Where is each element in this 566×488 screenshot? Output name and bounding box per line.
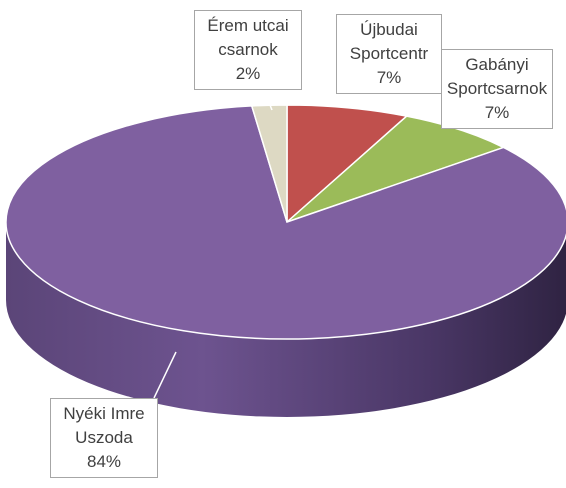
leader-line: [153, 351, 177, 399]
data-label: Gabányi Sportcsarnok 7%: [441, 49, 553, 129]
data-label: Nyéki Imre Uszoda 84%: [50, 398, 158, 478]
pie-slice: [286, 115, 506, 223]
leader-line: [267, 99, 273, 111]
label-value: 84%: [86, 452, 122, 471]
label-value: 7%: [484, 103, 510, 122]
label-name: Újbudai Sportcentr: [349, 20, 429, 63]
pie-slice: [286, 104, 409, 224]
label-name: Nyéki Imre Uszoda: [63, 404, 145, 447]
label-value: 7%: [376, 68, 402, 87]
label-name: Érem utcai csarnok: [207, 16, 289, 59]
data-label: Érem utcai csarnok 2%: [194, 10, 302, 90]
leader-line: [432, 111, 442, 123]
data-label: Újbudai Sportcentr 7%: [336, 14, 442, 94]
pie-slice-side: [6, 222, 566, 417]
label-name: Gabányi Sportcsarnok: [446, 55, 548, 98]
label-value: 2%: [235, 64, 261, 83]
